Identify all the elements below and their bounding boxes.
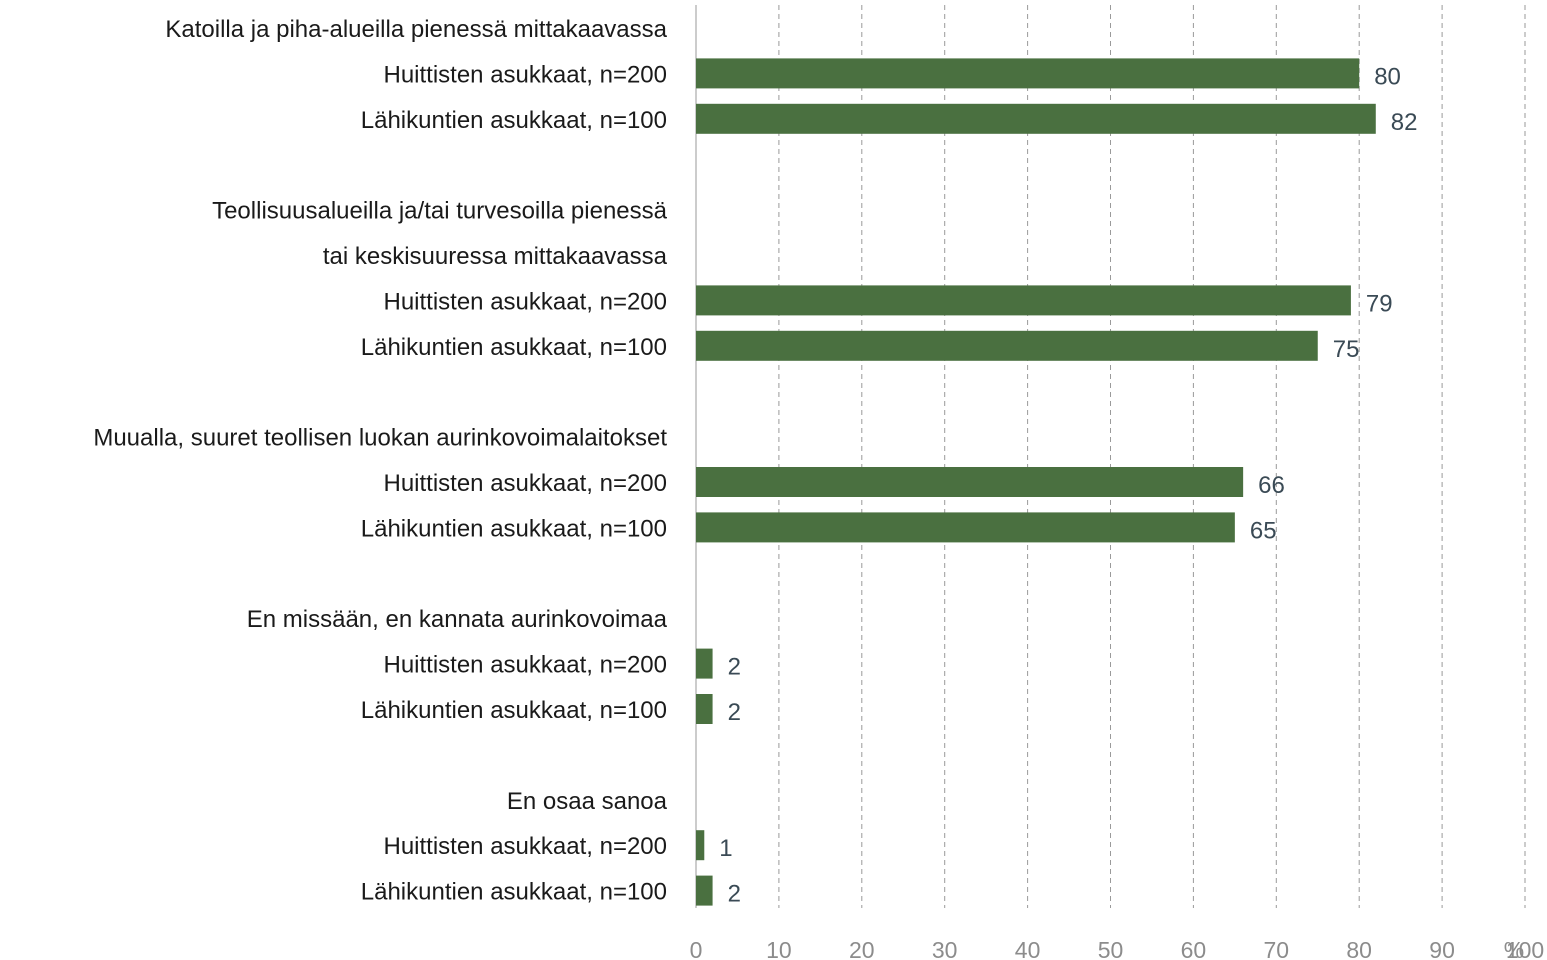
row-label: Lähikuntien asukkaat, n=100	[361, 334, 667, 361]
x-tick-label: 50	[1098, 937, 1124, 960]
bar	[696, 512, 1235, 543]
row-label: Huittisten asukkaat, n=200	[383, 833, 667, 860]
row-label: Huittisten asukkaat, n=200	[383, 61, 667, 88]
bar	[696, 875, 713, 906]
group-label: En missään, en kannata aurinkovoimaa	[247, 606, 668, 633]
bar	[696, 103, 1376, 134]
data-label: 1	[719, 835, 732, 862]
x-tick-label: 90	[1429, 937, 1455, 960]
bar	[696, 285, 1351, 316]
x-tick-label: 10	[766, 937, 792, 960]
x-tick-label: 60	[1181, 937, 1207, 960]
row-label: Huittisten asukkaat, n=200	[383, 288, 667, 315]
x-tick-label: 30	[932, 937, 958, 960]
data-label: 66	[1258, 472, 1285, 499]
row-label: Huittisten asukkaat, n=200	[383, 652, 667, 679]
x-tick-label: 20	[849, 937, 875, 960]
category-labels: Katoilla ja piha-alueilla pienessä mitta…	[93, 16, 667, 906]
row-label: Huittisten asukkaat, n=200	[383, 470, 667, 497]
gridlines	[695, 5, 1526, 908]
group-label: Muualla, suuret teollisen luokan aurinko…	[93, 425, 667, 452]
row-label: Lähikuntien asukkaat, n=100	[361, 697, 667, 724]
data-label: 2	[728, 654, 741, 681]
group-label: Katoilla ja piha-alueilla pienessä mitta…	[165, 16, 667, 43]
group-label: tai keskisuuressa mittakaavassa	[323, 243, 668, 270]
row-label: Lähikuntien asukkaat, n=100	[361, 107, 667, 134]
data-label: 75	[1333, 336, 1360, 363]
bar	[696, 467, 1244, 497]
x-tick-label: 40	[1015, 937, 1041, 960]
group-label: Teollisuusalueilla ja/tai turvesoilla pi…	[212, 198, 668, 225]
data-label: 2	[728, 881, 741, 908]
data-label: 80	[1374, 63, 1401, 90]
bar	[696, 694, 713, 724]
x-tick-label: 100	[1506, 937, 1544, 960]
data-label: 2	[728, 699, 741, 726]
bar	[696, 330, 1318, 361]
x-tick-label: 0	[690, 937, 703, 960]
data-label: 82	[1391, 109, 1418, 136]
bars	[696, 58, 1376, 906]
x-axis-unit-label: %	[1504, 937, 1524, 960]
data-label: 79	[1366, 290, 1393, 317]
x-tick-label: 70	[1264, 937, 1290, 960]
bar	[696, 648, 713, 679]
data-label: 65	[1250, 517, 1277, 544]
x-tick-label: 80	[1346, 937, 1372, 960]
group-label: En osaa sanoa	[507, 788, 668, 815]
bar	[696, 830, 705, 861]
bar	[696, 58, 1360, 89]
x-axis-ticks: 0 10 20 30 40 50 60 70 80 90 100	[690, 937, 1545, 960]
row-label: Lähikuntien asukkaat, n=100	[361, 515, 667, 542]
row-label: Lähikuntien asukkaat, n=100	[361, 879, 667, 906]
